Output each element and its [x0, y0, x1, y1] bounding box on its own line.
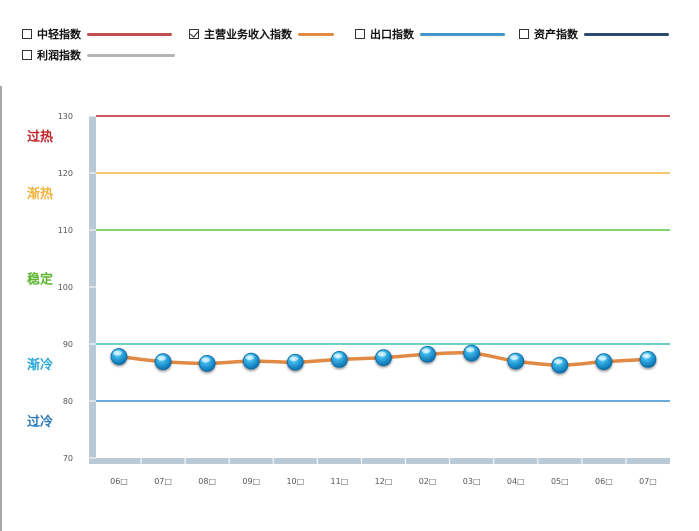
- legend-checkbox[interactable]: [189, 29, 199, 39]
- data-point: [242, 352, 260, 370]
- data-point-highlight: [377, 351, 387, 357]
- data-point-highlight: [421, 348, 431, 354]
- data-point-highlight: [245, 355, 255, 360]
- zone-label: 过热: [27, 129, 53, 145]
- legend-checkbox[interactable]: [355, 29, 365, 39]
- legend-label: 资产指数: [534, 28, 578, 41]
- legend-item-3[interactable]: 资产指数: [519, 24, 669, 44]
- data-point: [331, 350, 348, 368]
- x-tick-label: 03□: [463, 477, 481, 486]
- data-point-highlight: [289, 356, 299, 362]
- x-tick-label: 04□: [507, 477, 525, 486]
- x-tick-label: 05□: [551, 477, 569, 486]
- zone-label: 渐冷: [27, 357, 53, 373]
- legend-line-swatch: [584, 32, 669, 36]
- data-point-highlight: [201, 357, 211, 363]
- legend-checkbox[interactable]: [22, 50, 32, 60]
- data-point-highlight: [642, 353, 651, 359]
- legend-item-1[interactable]: 主营业务收入指数: [189, 24, 334, 44]
- y-tick-label: 80: [63, 397, 73, 406]
- data-point: [419, 345, 436, 363]
- legend-line-swatch: [420, 32, 505, 36]
- page-left-border: [0, 86, 2, 531]
- zone-label: 稳定: [27, 271, 53, 287]
- data-point-highlight: [333, 353, 343, 359]
- legend-item-4[interactable]: 利润指数: [22, 45, 175, 65]
- legend-line-swatch: [298, 32, 334, 36]
- x-tick-label: 10□: [286, 477, 304, 486]
- data-point-highlight: [465, 347, 475, 353]
- zone-label: 渐热: [27, 186, 53, 202]
- data-point-highlight: [113, 350, 122, 356]
- y-tick-label: 110: [58, 226, 73, 235]
- data-point-highlight: [597, 355, 607, 361]
- data-point: [375, 349, 392, 367]
- x-tick-label: 12□: [375, 477, 393, 486]
- legend-label: 中轻指数: [37, 28, 81, 41]
- y-tick-label: 90: [63, 340, 73, 349]
- x-tick-label: 09□: [242, 477, 260, 486]
- data-point: [198, 354, 216, 372]
- x-tick-label: 08□: [198, 477, 216, 486]
- y-tick-label: 120: [58, 169, 73, 178]
- x-tick-label: 06□: [110, 477, 128, 486]
- legend-line-swatch: [87, 53, 175, 57]
- x-tick-label: 06□: [595, 477, 613, 486]
- legend-checkbox[interactable]: [519, 29, 529, 39]
- legend-item-2[interactable]: 出口指数: [355, 24, 505, 44]
- data-point: [639, 350, 657, 368]
- y-tick-label: 70: [63, 454, 73, 463]
- data-point: [286, 353, 304, 371]
- legend-label: 利润指数: [37, 49, 81, 62]
- x-tick-label: 07□: [154, 477, 172, 486]
- x-tick-label: 02□: [419, 477, 437, 486]
- data-point: [463, 344, 481, 362]
- data-point: [507, 352, 525, 370]
- y-tick-label: 100: [58, 283, 73, 292]
- x-tick-label: 07□: [639, 477, 657, 486]
- legend-checkbox[interactable]: [22, 29, 32, 39]
- data-point: [110, 348, 128, 365]
- y-tick-label: 130: [58, 112, 73, 121]
- data-point: [154, 353, 172, 371]
- x-axis-bar: [89, 458, 670, 464]
- data-point-highlight: [157, 355, 167, 361]
- legend-label: 主营业务收入指数: [204, 28, 292, 41]
- data-point: [595, 353, 613, 371]
- data-point-highlight: [553, 359, 563, 364]
- zone-label: 过冷: [27, 414, 53, 430]
- y-axis-bar: [89, 116, 96, 464]
- legend-label: 出口指数: [370, 28, 414, 41]
- data-point-highlight: [509, 355, 519, 360]
- legend-line-swatch: [87, 32, 172, 36]
- legend-item-0[interactable]: 中轻指数: [22, 24, 172, 44]
- x-tick-label: 11□: [331, 477, 349, 486]
- data-point: [551, 356, 569, 374]
